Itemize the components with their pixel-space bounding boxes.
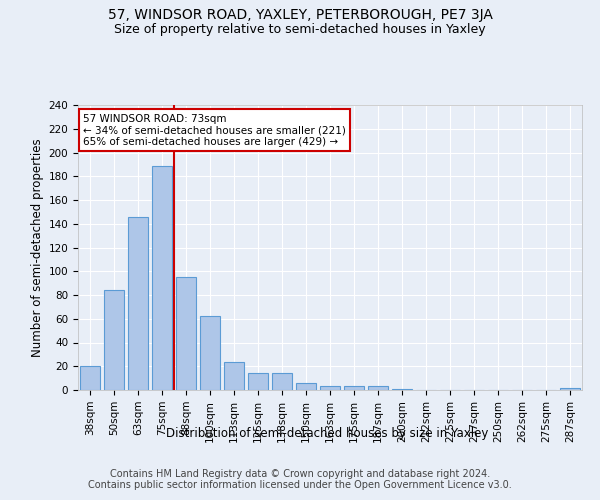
Bar	[248, 374, 268, 390]
Bar	[128, 216, 148, 390]
Bar	[320, 386, 340, 390]
Bar	[104, 290, 124, 390]
Bar	[392, 389, 412, 390]
Bar	[224, 362, 244, 390]
Bar	[176, 277, 196, 390]
Bar	[296, 383, 316, 390]
Text: Distribution of semi-detached houses by size in Yaxley: Distribution of semi-detached houses by …	[166, 428, 488, 440]
Text: 57 WINDSOR ROAD: 73sqm
← 34% of semi-detached houses are smaller (221)
65% of se: 57 WINDSOR ROAD: 73sqm ← 34% of semi-det…	[83, 114, 346, 147]
Text: 57, WINDSOR ROAD, YAXLEY, PETERBOROUGH, PE7 3JA: 57, WINDSOR ROAD, YAXLEY, PETERBOROUGH, …	[107, 8, 493, 22]
Bar	[272, 374, 292, 390]
Bar	[200, 316, 220, 390]
Text: Contains HM Land Registry data © Crown copyright and database right 2024.: Contains HM Land Registry data © Crown c…	[110, 469, 490, 479]
Bar	[344, 386, 364, 390]
Bar	[368, 386, 388, 390]
Bar	[560, 388, 580, 390]
Bar	[152, 166, 172, 390]
Text: Contains public sector information licensed under the Open Government Licence v3: Contains public sector information licen…	[88, 480, 512, 490]
Bar	[80, 366, 100, 390]
Y-axis label: Number of semi-detached properties: Number of semi-detached properties	[31, 138, 44, 357]
Text: Size of property relative to semi-detached houses in Yaxley: Size of property relative to semi-detach…	[114, 22, 486, 36]
